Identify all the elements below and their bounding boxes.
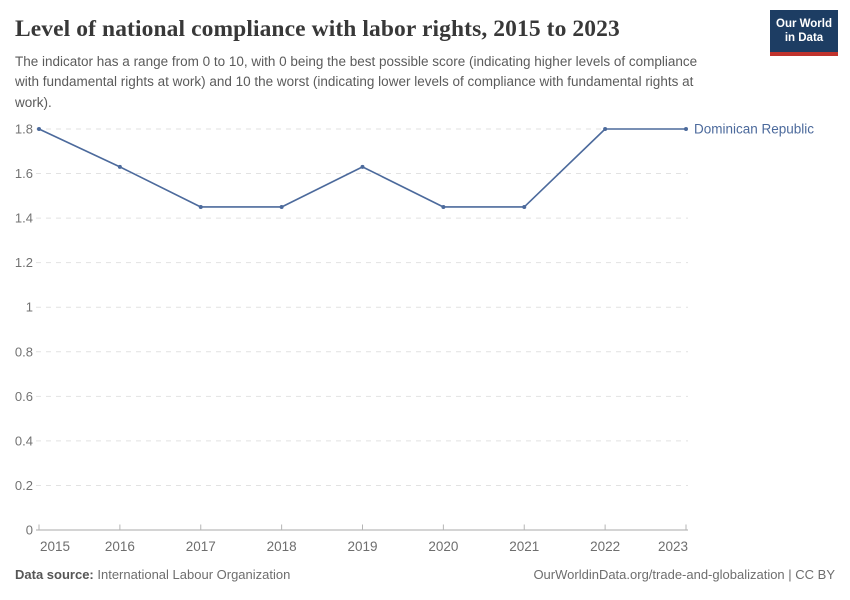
owid-logo[interactable]: Our World in Data [770,10,838,56]
chart-footer: Data source: International Labour Organi… [15,567,835,582]
x-axis-tick-label: 2016 [105,539,135,554]
data-point-marker[interactable] [684,127,688,131]
owid-logo-line1: Our World [776,18,833,30]
data-source-label: Data source: [15,567,94,582]
x-axis-tick-label: 2022 [590,539,620,554]
attribution-link[interactable]: OurWorldinData.org/trade-and-globalizati… [533,567,835,582]
data-point-marker[interactable] [522,204,527,209]
chart-subtitle: The indicator has a range from 0 to 10, … [15,54,698,110]
x-axis-tick-label: 2020 [428,539,458,554]
chart-header: Level of national compliance with labor … [0,0,850,110]
y-axis-tick-label: 0.8 [15,344,33,359]
line-chart-plot: 0 0.2 0.4 0.6 0.8 1 1.2 1.4 1.6 1.8 2015 2016 2017 20… [15,122,814,555]
data-source-value: International Labour Organization [97,567,291,582]
y-axis-tick-label: 1.8 [15,122,33,137]
y-axis-tick-label: 1.4 [15,211,33,226]
y-axis-tick-label: 0.4 [15,433,33,448]
data-point-marker[interactable] [360,164,365,169]
data-point-marker[interactable] [37,127,41,131]
x-axis-tick-label: 2017 [186,539,216,554]
x-axis-tick-label: 2015 [40,539,70,554]
x-axis-tick-label: 2021 [509,539,539,554]
y-axis-tick-label: 0 [26,523,33,538]
y-axis-tick-label: 0.6 [15,389,33,404]
x-axis-tick-label: 2018 [267,539,297,554]
series-end-label[interactable]: Dominican Republic [694,122,814,137]
owid-logo-line2: in Data [784,32,824,45]
data-point-marker[interactable] [117,164,122,169]
data-point-marker[interactable] [279,204,284,209]
x-axis-tick-label: 2019 [347,539,377,554]
data-point-marker[interactable] [441,204,446,209]
data-point-marker[interactable] [603,127,608,131]
data-source: Data source: International Labour Organi… [15,567,290,582]
chart-title: Level of national compliance with labor … [15,16,620,42]
y-axis-tick-label: 1 [26,300,33,315]
y-axis-tick-label: 1.2 [15,255,33,270]
y-axis-tick-label: 0.2 [15,478,33,493]
y-axis-tick-label: 1.6 [15,166,33,181]
data-point-marker[interactable] [198,204,203,209]
x-axis-tick-label: 2023 [658,539,688,554]
